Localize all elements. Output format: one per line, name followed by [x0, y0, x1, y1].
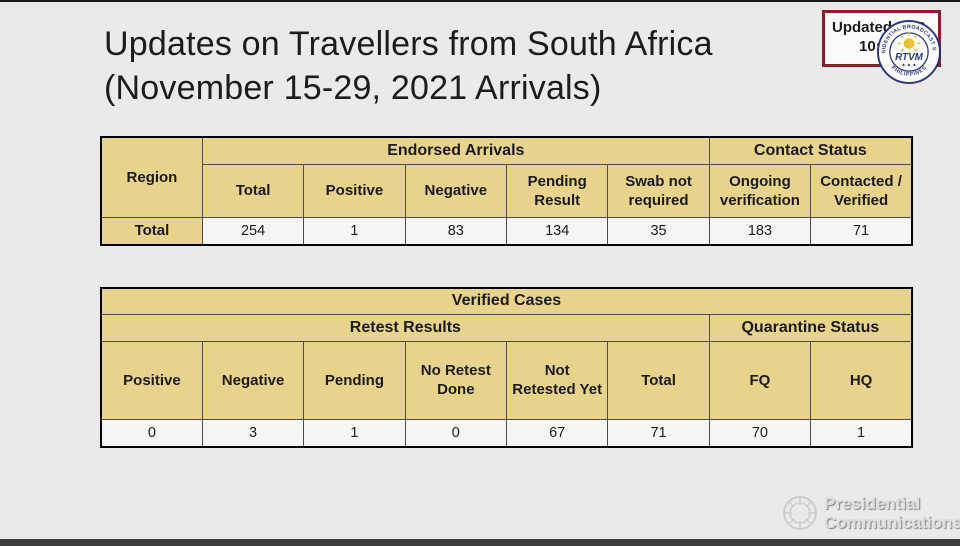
col-header-verified-total: Total [607, 340, 710, 420]
col-header-retest-negative: Negative [201, 340, 305, 420]
cell-hq: 1 [810, 418, 913, 448]
presidential-communications-watermark: Presidential Communications [782, 494, 960, 532]
group-header-contact-status: Contact Status [708, 136, 913, 165]
col-header-fq: FQ [708, 340, 812, 420]
cell-endorsed-total: 254 [201, 216, 305, 246]
cell-contacted-verified: 71 [810, 216, 913, 246]
cell-swab-not-required: 35 [607, 216, 710, 246]
endorsed-arrivals-table: Region Endorsed Arrivals Contact Status … [100, 136, 913, 246]
title-line-2: (November 15-29, 2021 Arrivals) [104, 69, 602, 107]
col-header-hq: HQ [810, 340, 913, 420]
bottom-edge-bar [0, 539, 960, 546]
table-row: Total 254 1 83 134 35 183 71 [100, 216, 913, 246]
watermark-line-2: Communications [824, 513, 960, 532]
cell-retest-positive: 0 [100, 418, 203, 448]
col-header-contacted-verified: Contacted / Verified [810, 163, 913, 218]
cell-positive: 1 [303, 216, 406, 246]
watermark-text: Presidential Communications [824, 494, 960, 532]
col-header-region: Region [100, 136, 203, 218]
top-edge-bar [0, 0, 960, 2]
col-header-pending-result: Pending Result [505, 163, 609, 218]
col-header-swab-not-required: Swab not required [607, 163, 710, 218]
watermark-line-1: Presidential [824, 494, 921, 513]
col-header-positive: Positive [303, 163, 406, 218]
cell-pending-result: 134 [505, 216, 609, 246]
page-title: Updates on Travellers from South Africa … [104, 22, 824, 110]
row-label-total: Total [100, 216, 203, 246]
cell-retest-pending: 1 [303, 418, 406, 448]
group-header-quarantine-status: Quarantine Status [708, 313, 913, 342]
table-title-verified-cases: Verified Cases [100, 287, 913, 315]
table-row: 0 3 1 0 67 71 70 1 [100, 418, 913, 448]
cell-no-retest-done: 0 [404, 418, 508, 448]
col-header-not-retested-yet: Not Retested Yet [505, 340, 609, 420]
cell-not-retested-yet: 67 [505, 418, 609, 448]
col-header-total: Total [201, 163, 305, 218]
title-line-1: Updates on Travellers from South Africa [104, 25, 713, 63]
rtvm-wordmark: RTVM [895, 52, 924, 63]
cell-ongoing-verification: 183 [708, 216, 812, 246]
col-header-retest-pending: Pending [303, 340, 406, 420]
presidential-communications-seal-icon [783, 496, 817, 530]
col-header-no-retest-done: No Retest Done [404, 340, 508, 420]
col-header-ongoing-verification: Ongoing verification [708, 163, 812, 218]
group-header-endorsed-arrivals: Endorsed Arrivals [201, 136, 710, 165]
col-header-negative: Negative [404, 163, 508, 218]
cell-fq: 70 [708, 418, 812, 448]
rtvm-seal-icon: PRESIDENTIAL BROADCAST STAFF PHILIPPINES… [876, 19, 942, 85]
verified-cases-table: Verified Cases Retest Results Quarantine… [100, 287, 913, 448]
group-header-retest-results: Retest Results [100, 313, 710, 342]
cell-verified-total: 71 [607, 418, 710, 448]
sun-icon [897, 32, 921, 55]
col-header-retest-positive: Positive [100, 340, 203, 420]
seal-stars: ★ ★ ★ [902, 63, 918, 68]
cell-negative: 83 [404, 216, 508, 246]
cell-retest-negative: 3 [201, 418, 305, 448]
